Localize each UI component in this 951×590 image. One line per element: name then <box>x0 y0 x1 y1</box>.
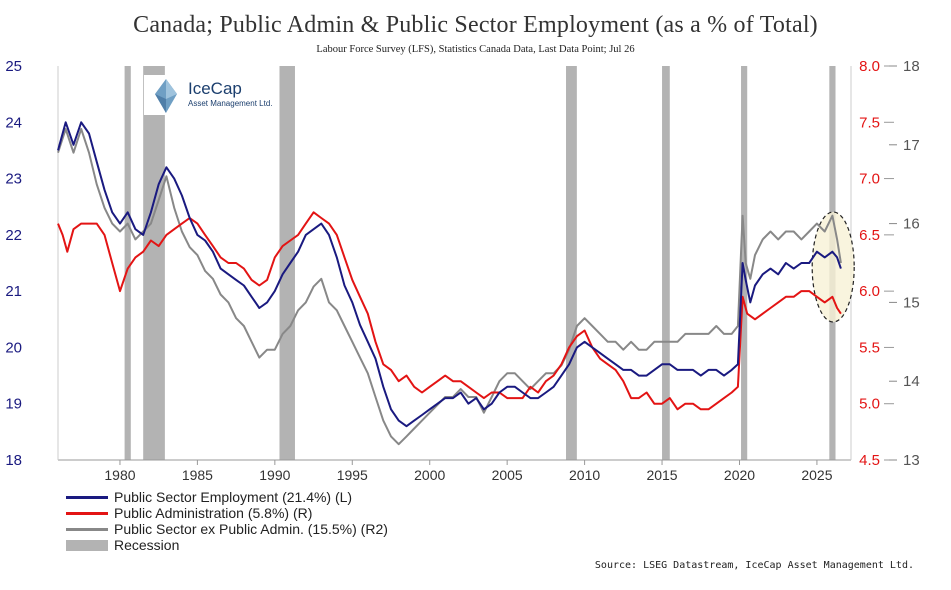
y-left-tick-label: 24 <box>5 114 22 131</box>
legend-item-public-sector-ex-admin: Public Sector ex Public Admin. (15.5%) (… <box>66 521 388 537</box>
y-right2-tick-label: 17 <box>903 137 920 154</box>
legend: Public Sector Employment (21.4%) (L) Pub… <box>66 489 388 553</box>
diamond-icon <box>155 79 177 113</box>
source-note: Source: LSEG Datastream, IceCap Asset Ma… <box>594 560 914 571</box>
legend-label: Public Administration (5.8%) (R) <box>114 505 313 521</box>
recession-band <box>124 66 131 460</box>
chart-title: Canada; Public Admin & Public Sector Emp… <box>133 12 818 38</box>
legend-swatch <box>66 527 108 531</box>
y-right-tick-label: 8.0 <box>859 58 880 75</box>
recession-band <box>566 66 577 460</box>
legend-label: Recession <box>114 537 180 553</box>
x-tick-label: 1980 <box>104 467 135 483</box>
chart-subtitle: Labour Force Survey (LFS), Statistics Ca… <box>316 44 635 55</box>
x-tick-label: 2010 <box>569 467 600 483</box>
series-line <box>57 128 842 446</box>
recession-band <box>279 66 295 460</box>
x-tick-label: 1985 <box>182 467 213 483</box>
series-line <box>57 211 842 411</box>
logo-sub: Asset Management Ltd. <box>188 99 273 108</box>
recession-band <box>143 66 165 460</box>
y-right-tick-label: 6.0 <box>859 283 880 300</box>
y-right2-tick-label: 14 <box>903 373 920 390</box>
icecap-logo: IceCap Asset Management Ltd. <box>144 75 276 115</box>
x-tick-label: 1990 <box>259 467 290 483</box>
y-right-tick-label: 7.5 <box>859 114 880 131</box>
y-left-tick-label: 23 <box>5 171 22 188</box>
x-tick-label: 2020 <box>724 467 755 483</box>
x-tick-label: 2000 <box>414 467 445 483</box>
y-right-tick-label: 6.5 <box>859 227 880 244</box>
series-line <box>57 121 842 428</box>
legend-swatch <box>66 495 108 499</box>
y-left-tick-label: 22 <box>5 227 22 244</box>
y-right2-tick-label: 18 <box>903 58 920 75</box>
y-right2-tick-label: 16 <box>903 216 920 233</box>
logo-name: IceCap <box>188 79 242 98</box>
legend-swatch <box>66 511 108 515</box>
y-left-tick-label: 21 <box>5 283 22 300</box>
y-right-tick-label: 5.0 <box>859 396 880 413</box>
highlight-ellipse <box>811 211 855 323</box>
y-left-tick-label: 20 <box>5 339 22 356</box>
legend-label: Public Sector ex Public Admin. (15.5%) (… <box>114 521 388 537</box>
y-left-tick-label: 18 <box>5 452 22 469</box>
x-tick-label: 1995 <box>337 467 368 483</box>
y-left-tick-label: 25 <box>5 58 22 75</box>
y-right-tick-label: 5.5 <box>859 339 880 356</box>
y-left-tick-label: 19 <box>5 396 22 413</box>
legend-item-public-sector: Public Sector Employment (21.4%) (L) <box>66 489 388 505</box>
x-tick-label: 2005 <box>492 467 523 483</box>
y-right2-tick-label: 13 <box>903 452 920 469</box>
legend-label: Public Sector Employment (21.4%) (L) <box>114 489 353 505</box>
x-tick-label: 2025 <box>801 467 832 483</box>
y-right-tick-label: 4.5 <box>859 452 880 469</box>
legend-item-recession: Recession <box>66 537 388 553</box>
y-right-tick-label: 7.0 <box>859 171 880 188</box>
recession-band <box>662 66 670 460</box>
recession-band <box>741 66 748 460</box>
legend-swatch <box>66 539 108 551</box>
legend-item-public-admin: Public Administration (5.8%) (R) <box>66 505 388 521</box>
y-right2-tick-label: 15 <box>903 294 920 311</box>
x-tick-label: 2015 <box>646 467 677 483</box>
